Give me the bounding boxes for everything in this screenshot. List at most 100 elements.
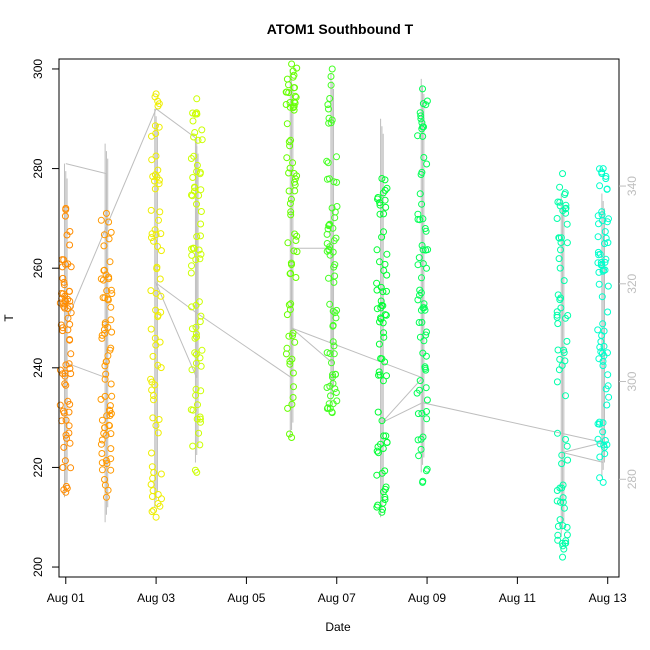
point-1-10 <box>98 466 106 474</box>
point-1-29 <box>104 295 112 303</box>
point-0-19 <box>59 274 67 282</box>
point-6-69 <box>382 203 390 211</box>
point-5-26 <box>330 350 338 358</box>
point-7-8 <box>423 396 431 404</box>
point-8-end1 <box>559 170 567 178</box>
point-5-27 <box>324 101 332 109</box>
point-5-46 <box>326 175 333 183</box>
point-8-41 <box>556 198 564 206</box>
point-9-53 <box>598 208 606 216</box>
point-4-1 <box>286 99 294 106</box>
point-4-64 <box>287 136 295 144</box>
point-0-53 <box>65 360 73 368</box>
point-8-51 <box>556 296 564 304</box>
point-7-33 <box>423 465 431 473</box>
point-6-5 <box>380 432 388 440</box>
point-5-37 <box>323 230 331 238</box>
point-7-31 <box>422 384 430 392</box>
point-3-47 <box>192 301 200 309</box>
point-3-41 <box>191 334 199 342</box>
point-5-end1 <box>328 65 336 73</box>
point-3-49 <box>191 129 199 136</box>
point-2-33 <box>155 180 163 188</box>
point-7-4 <box>421 225 429 232</box>
point-9-5 <box>596 474 604 482</box>
point-4-34 <box>291 338 299 346</box>
point-1-54 <box>107 430 115 438</box>
point-3-60 <box>189 174 197 181</box>
point-8-56 <box>555 255 563 263</box>
point-8-7 <box>559 522 567 530</box>
point-7-27 <box>423 408 430 415</box>
point-2-51 <box>154 166 162 174</box>
y-tick-label-4: 280 <box>31 158 45 178</box>
point-4-10 <box>290 247 298 255</box>
point-8-60 <box>553 487 561 494</box>
point-5-32 <box>327 392 334 400</box>
point-3-45 <box>197 312 205 320</box>
point-6-20 <box>376 258 383 266</box>
point-3-55 <box>194 401 201 409</box>
point-6-48 <box>379 189 387 197</box>
point-7-20 <box>417 112 425 120</box>
point-7-end0 <box>419 478 427 486</box>
point-4-8 <box>283 311 291 319</box>
point-9-10 <box>595 280 603 288</box>
point-3-end0 <box>193 468 201 476</box>
y2-tick-label-2: 320 <box>625 273 639 293</box>
point-4-65 <box>291 92 299 100</box>
point-4-29 <box>284 239 292 247</box>
x-tick-label-2: Aug 05 <box>227 591 265 605</box>
point-2-18 <box>157 470 165 478</box>
point-0-11 <box>60 281 68 289</box>
point-7-57 <box>414 132 422 140</box>
point-0-55 <box>65 422 73 430</box>
point-0-61 <box>56 401 64 409</box>
point-3-1 <box>193 333 200 341</box>
point-5-8 <box>325 400 333 408</box>
point-1-68 <box>104 352 112 360</box>
point-9-12 <box>605 215 612 223</box>
point-5-34 <box>331 214 339 222</box>
point-7-32 <box>423 328 430 336</box>
point-2-60 <box>149 173 157 180</box>
point-9-25 <box>602 172 610 180</box>
point-5-47 <box>331 385 339 393</box>
point-4-66 <box>290 106 298 114</box>
point-4-end1 <box>288 60 296 68</box>
point-1-49 <box>104 486 112 494</box>
point-8-20 <box>562 201 570 209</box>
point-1-59 <box>106 258 114 266</box>
point-5-54 <box>330 263 338 271</box>
point-2-62 <box>155 123 163 131</box>
y-tick-label-3: 260 <box>31 258 45 278</box>
point-9-4 <box>600 342 608 350</box>
point-7-54 <box>414 410 422 418</box>
point-3-0 <box>197 186 205 194</box>
point-4-end0 <box>288 434 296 441</box>
points-layer <box>56 60 613 561</box>
point-9-36 <box>595 355 603 363</box>
point-4-62 <box>282 350 290 358</box>
point-3-8 <box>193 161 201 169</box>
point-9-7 <box>596 440 604 448</box>
point-0-69 <box>64 397 72 405</box>
point-7-22 <box>422 227 430 235</box>
point-3-59 <box>195 429 203 437</box>
point-1-2 <box>103 460 111 468</box>
point-5-41 <box>323 157 331 165</box>
point-2-end0 <box>152 513 160 521</box>
point-3-end1 <box>193 95 201 103</box>
point-3-46 <box>196 441 204 449</box>
point-5-31 <box>324 159 332 167</box>
point-6-44 <box>375 371 382 379</box>
point-7-28 <box>420 300 428 308</box>
point-5-60 <box>333 178 341 186</box>
point-9-24 <box>602 175 610 183</box>
point-9-19 <box>595 418 603 426</box>
point-2-16 <box>152 152 160 160</box>
point-0-43 <box>63 484 71 492</box>
x-tick-label-0: Aug 01 <box>47 591 85 605</box>
point-1-38 <box>97 216 105 224</box>
point-2-50 <box>154 429 162 437</box>
